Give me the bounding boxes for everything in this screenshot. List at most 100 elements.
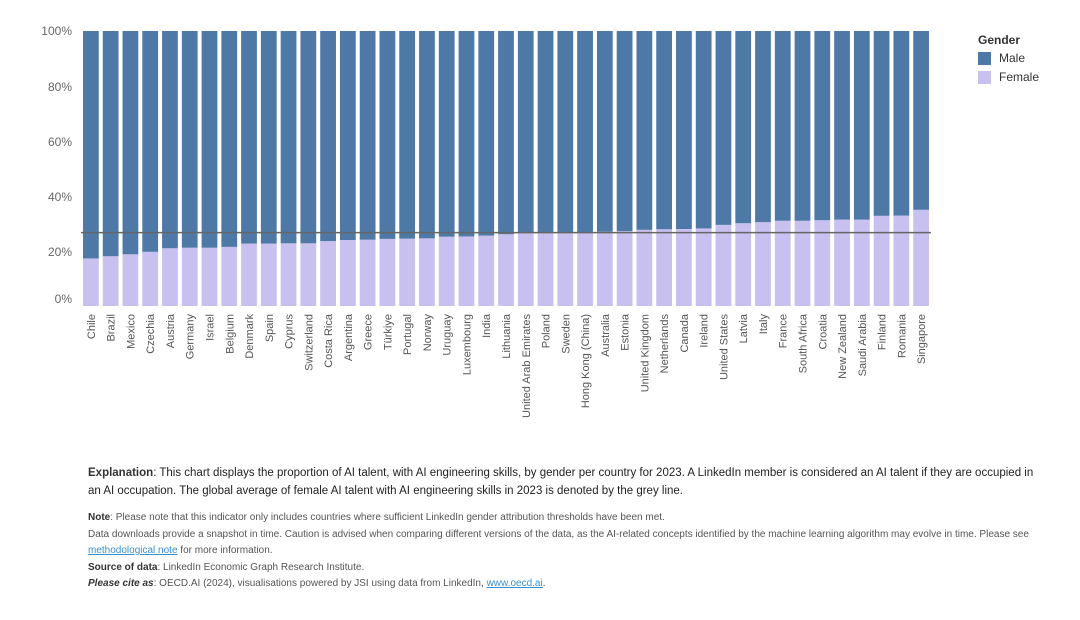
- bar-male: [735, 31, 752, 224]
- bar-male: [577, 31, 593, 233]
- legend-swatch-male: [978, 51, 991, 65]
- bar-male: [656, 31, 673, 230]
- bar-female: [241, 243, 257, 306]
- bar-female: [794, 220, 811, 306]
- x-tick-label: Luxembourg: [461, 314, 473, 375]
- bar-female: [616, 231, 633, 306]
- bar-male: [419, 31, 435, 239]
- source-line: Source of data: LinkedIn Economic Graph …: [88, 560, 1038, 577]
- bar-male: [676, 31, 692, 229]
- bar-male: [320, 31, 336, 242]
- bar-female: [834, 219, 850, 306]
- x-tick-label: Greece: [363, 314, 375, 350]
- cite-text: : OECD.AI (2024), visualisations powered…: [153, 578, 487, 589]
- oecd-ai-link[interactable]: www.oecd.ai: [486, 578, 543, 589]
- bar-male: [774, 31, 791, 221]
- bar-male: [102, 31, 119, 257]
- bar-male: [300, 31, 317, 244]
- bar-male: [873, 31, 890, 216]
- legend-item-male[interactable]: Male: [978, 51, 1039, 65]
- legend-swatch-female: [978, 70, 991, 84]
- bar-male: [537, 31, 554, 233]
- bar-male: [794, 31, 811, 221]
- bar-female: [893, 215, 910, 306]
- bar-male: [399, 31, 416, 239]
- x-tick-label: Germany: [185, 314, 197, 360]
- y-tick-label: 40%: [48, 190, 72, 204]
- bar-male: [893, 31, 910, 216]
- y-tick-label: 60%: [48, 135, 72, 149]
- bar-male: [498, 31, 514, 235]
- chart-notes: Explanation: This chart displays the pro…: [88, 464, 1038, 593]
- x-tick-label: Austria: [165, 313, 177, 348]
- bar-male: [814, 31, 831, 221]
- bar-male: [834, 31, 850, 220]
- bar-male: [339, 31, 356, 240]
- bar-female: [676, 229, 692, 306]
- downloads-text: Data downloads provide a snapshot in tim…: [88, 528, 1029, 540]
- bar-female: [260, 243, 277, 306]
- x-tick-label: Sweden: [560, 314, 572, 354]
- x-tick-label: United States: [718, 314, 730, 381]
- x-tick-label: Brazil: [106, 314, 118, 342]
- bar-female: [83, 258, 99, 306]
- bar-male: [616, 31, 633, 232]
- bar-male: [280, 31, 297, 244]
- x-tick-label: Belgium: [224, 314, 236, 354]
- x-tick-label: Uruguay: [442, 314, 454, 356]
- bar-female: [419, 238, 435, 306]
- x-tick-label: South Africa: [798, 313, 810, 373]
- bar-male: [478, 31, 495, 236]
- x-tick-label: Australia: [600, 313, 612, 357]
- bar-female: [478, 235, 495, 306]
- bar-female: [300, 243, 317, 306]
- source-text: : LinkedIn Economic Graph Research Insti…: [157, 561, 365, 573]
- bar-male: [458, 31, 475, 237]
- note-text: : Please note that this indicator only i…: [110, 512, 665, 523]
- x-tick-label: New Zealand: [837, 314, 849, 379]
- x-tick-label: Mexico: [125, 314, 137, 349]
- x-tick-label: United Arab Emirates: [521, 314, 533, 418]
- bar-female: [339, 240, 356, 306]
- legend: Gender Male Female: [978, 33, 1039, 89]
- methodological-note-link[interactable]: methodological note: [88, 545, 178, 556]
- bar-male: [755, 31, 771, 223]
- bar-female: [557, 232, 574, 306]
- y-tick-label: 80%: [48, 80, 72, 94]
- x-tick-label: Netherlands: [659, 314, 671, 374]
- bar-female: [853, 219, 870, 306]
- bar-female: [537, 232, 554, 306]
- x-tick-label: Argentina: [343, 313, 355, 361]
- bar-male: [241, 31, 257, 244]
- cite-line: Please cite as: OECD.AI (2024), visualis…: [88, 576, 1038, 593]
- y-tick-label: 0%: [55, 292, 73, 306]
- bar-female: [379, 238, 396, 306]
- bar-female: [320, 241, 336, 306]
- bar-male: [715, 31, 732, 225]
- bar-male: [142, 31, 159, 252]
- bar-male: [201, 31, 218, 248]
- bar-female: [656, 229, 673, 306]
- x-tick-label: United Kingdom: [639, 314, 651, 392]
- note-line: Note: Please note that this indicator on…: [88, 510, 1038, 527]
- bar-male: [636, 31, 653, 230]
- bar-female: [636, 229, 653, 306]
- x-tick-label: Costa Rica: [323, 313, 335, 368]
- legend-title: Gender: [978, 33, 1021, 47]
- bar-male: [596, 31, 613, 232]
- legend-item-female[interactable]: Female: [978, 70, 1039, 84]
- x-tick-label: Norway: [422, 314, 434, 352]
- bar-male: [181, 31, 198, 248]
- legend-label-male: Male: [999, 51, 1026, 65]
- bar-male: [557, 31, 574, 233]
- bar-male: [379, 31, 396, 239]
- bar-female: [774, 220, 791, 306]
- explanation: Explanation: This chart displays the pro…: [88, 464, 1038, 500]
- x-tick-label: Finland: [877, 314, 889, 350]
- bar-male: [517, 31, 534, 234]
- bar-female: [142, 251, 159, 306]
- cite-label: Please cite as: [88, 578, 154, 589]
- bar-female: [755, 222, 771, 306]
- source-label: Source of data: [88, 561, 158, 573]
- bar-male: [359, 31, 376, 240]
